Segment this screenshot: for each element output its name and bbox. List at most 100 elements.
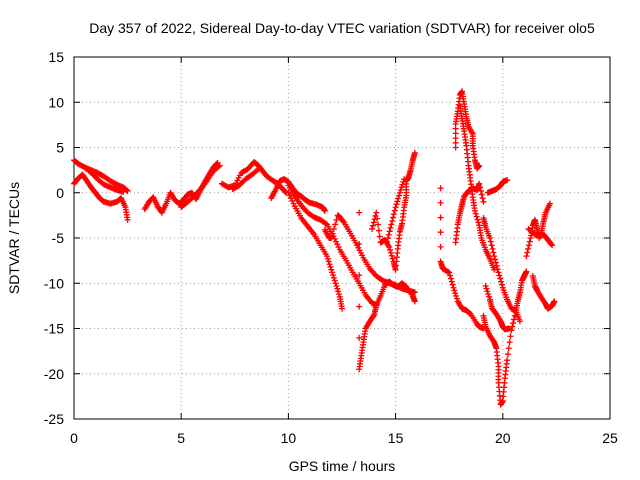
data-point xyxy=(329,272,336,279)
data-point xyxy=(471,207,478,214)
data-point xyxy=(374,215,381,222)
data-point xyxy=(339,305,345,312)
data-point xyxy=(331,235,338,242)
data-point xyxy=(450,284,457,291)
data-point xyxy=(490,249,497,256)
data-point xyxy=(507,333,514,340)
data-point xyxy=(451,287,458,294)
data-point xyxy=(389,255,396,262)
data-point xyxy=(504,357,511,364)
data-point xyxy=(356,303,363,310)
data-point xyxy=(453,292,460,299)
data-point xyxy=(255,166,262,173)
data-point xyxy=(370,219,377,226)
data-point xyxy=(329,269,336,276)
data-point xyxy=(452,290,459,297)
data-point xyxy=(375,221,382,228)
data-point xyxy=(476,162,483,169)
data-point xyxy=(475,219,482,226)
data-point xyxy=(487,238,494,245)
y-tick-label: -25 xyxy=(44,411,64,427)
data-point xyxy=(375,227,382,234)
x-tick-label: 20 xyxy=(495,430,511,446)
data-point xyxy=(511,312,518,319)
data-point xyxy=(123,187,130,194)
y-tick-label: -20 xyxy=(44,366,64,382)
data-point xyxy=(477,187,484,194)
data-point xyxy=(356,240,363,247)
data-point xyxy=(124,216,131,223)
data-point xyxy=(546,200,553,207)
data-point xyxy=(322,220,329,227)
series-sat-s xyxy=(482,282,513,333)
data-point xyxy=(327,263,334,270)
data-point xyxy=(393,201,400,208)
data-point xyxy=(447,275,454,282)
data-point xyxy=(510,316,517,323)
data-point xyxy=(479,195,486,202)
data-point xyxy=(493,262,500,269)
data-point xyxy=(453,295,460,302)
data-point xyxy=(335,288,342,295)
data-point xyxy=(496,272,503,279)
data-point xyxy=(324,255,331,262)
data-point xyxy=(120,188,127,195)
data-point xyxy=(508,327,515,334)
series-sat-l xyxy=(356,209,418,373)
data-point xyxy=(356,272,363,279)
y-tick-label: 15 xyxy=(48,49,64,65)
x-axis-label: GPS time / hours xyxy=(289,458,396,474)
data-point xyxy=(391,207,398,214)
data-point xyxy=(525,245,532,252)
data-point xyxy=(385,231,392,238)
data-point xyxy=(437,199,444,206)
data-point xyxy=(478,191,485,198)
data-point xyxy=(384,238,391,245)
data-point xyxy=(523,253,530,260)
data-point xyxy=(399,181,406,188)
series-sat-x xyxy=(525,225,556,249)
data-point xyxy=(387,246,394,253)
data-point xyxy=(335,291,342,298)
data-point xyxy=(388,252,395,259)
x-tick-label: 15 xyxy=(388,430,404,446)
data-point xyxy=(386,244,393,251)
data-point xyxy=(488,242,495,249)
y-tick-label: -10 xyxy=(44,275,64,291)
data-point xyxy=(509,323,516,330)
x-tick-label: 10 xyxy=(281,430,297,446)
data-point xyxy=(290,200,297,207)
data-point xyxy=(373,209,380,216)
data-point xyxy=(548,241,555,248)
data-point xyxy=(411,298,418,305)
data-point xyxy=(526,238,533,245)
data-point xyxy=(437,214,444,221)
data-point xyxy=(331,277,338,284)
data-point xyxy=(486,235,493,241)
y-tick-label: -15 xyxy=(44,321,64,337)
data-point xyxy=(492,256,499,263)
y-tick-label: 0 xyxy=(56,185,64,201)
data-point xyxy=(330,225,337,232)
data-point xyxy=(504,351,511,358)
series-sat-n xyxy=(384,176,408,245)
data-point xyxy=(329,230,336,237)
y-axis-label: SDTVAR / TECUs xyxy=(6,182,22,294)
data-point xyxy=(332,238,339,245)
data-point xyxy=(396,192,403,199)
data-point xyxy=(446,269,453,276)
data-point xyxy=(498,281,505,288)
data-point xyxy=(486,293,493,300)
data-point xyxy=(282,188,289,195)
series-sat-b xyxy=(71,171,131,223)
data-point xyxy=(489,245,496,252)
series-sat-i xyxy=(285,189,345,312)
data-point xyxy=(398,184,405,191)
data-point xyxy=(476,180,483,187)
data-point xyxy=(524,249,531,256)
data-point xyxy=(335,244,342,251)
series-sat-e xyxy=(178,162,223,211)
data-point xyxy=(388,221,395,228)
data-point xyxy=(332,221,339,228)
data-point xyxy=(340,218,347,225)
